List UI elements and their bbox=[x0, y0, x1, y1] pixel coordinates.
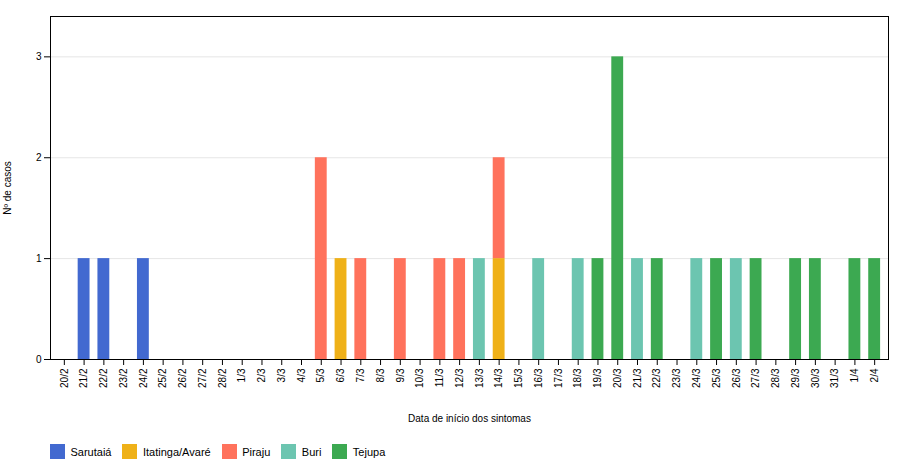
html-text:Sarutaiá: Sarutaiá bbox=[70, 445, 112, 458]
svg-text:19/3: 19/3 bbox=[592, 368, 603, 388]
svg-text:Nº de casos: Nº de casos bbox=[2, 161, 13, 215]
svg-text:5/3: 5/3 bbox=[315, 368, 326, 382]
svg-text:14/3: 14/3 bbox=[493, 368, 504, 388]
svg-text:27/3: 27/3 bbox=[750, 368, 761, 388]
svg-text:25/2: 25/2 bbox=[157, 368, 168, 388]
svg-text:27/2: 27/2 bbox=[197, 368, 208, 388]
html-text:Piraju: Piraju bbox=[242, 445, 271, 458]
svg-text:2/4: 2/4 bbox=[869, 368, 880, 382]
svg-text:9/3: 9/3 bbox=[395, 368, 406, 382]
svg-text:25/3: 25/3 bbox=[711, 368, 722, 388]
svg-text:4/3: 4/3 bbox=[296, 368, 307, 382]
svg-text:23/3: 23/3 bbox=[671, 368, 682, 388]
svg-text:3: 3 bbox=[36, 51, 42, 62]
svg-text:24/3: 24/3 bbox=[691, 368, 702, 388]
svg-text:15/3: 15/3 bbox=[513, 368, 524, 388]
svg-text:21/3: 21/3 bbox=[632, 368, 643, 388]
svg-text:1/3: 1/3 bbox=[236, 368, 247, 382]
svg-text:18/3: 18/3 bbox=[572, 368, 583, 388]
svg-text:22/2: 22/2 bbox=[98, 368, 109, 388]
svg-text:17/3: 17/3 bbox=[553, 368, 564, 388]
svg-text:20/2: 20/2 bbox=[59, 368, 70, 388]
svg-text:12/3: 12/3 bbox=[454, 368, 465, 388]
svg-text:20/3: 20/3 bbox=[612, 368, 623, 388]
svg-text:13/3: 13/3 bbox=[474, 368, 485, 388]
svg-text:28/3: 28/3 bbox=[770, 368, 781, 388]
svg-text:16/3: 16/3 bbox=[533, 368, 544, 388]
svg-text:23/2: 23/2 bbox=[118, 368, 129, 388]
svg-text:8/3: 8/3 bbox=[375, 368, 386, 382]
svg-text:1: 1 bbox=[36, 253, 42, 264]
svg-text:6/3: 6/3 bbox=[335, 368, 346, 382]
svg-text:2: 2 bbox=[36, 152, 42, 163]
svg-text:24/2: 24/2 bbox=[138, 368, 149, 388]
svg-text:22/3: 22/3 bbox=[651, 368, 662, 388]
svg-text:3/3: 3/3 bbox=[276, 368, 287, 382]
html-text:Buri: Buri bbox=[301, 445, 322, 458]
svg-text:26/2: 26/2 bbox=[177, 368, 188, 388]
svg-text:21/2: 21/2 bbox=[78, 368, 89, 388]
svg-text:28/2: 28/2 bbox=[217, 368, 228, 388]
svg-text:29/3: 29/3 bbox=[790, 368, 801, 388]
html-text:Itatinga/Avaré: Itatinga/Avaré bbox=[143, 445, 211, 458]
svg-text:31/3: 31/3 bbox=[829, 368, 840, 388]
svg-text:26/3: 26/3 bbox=[731, 368, 742, 388]
html-text:Tejupa: Tejupa bbox=[352, 445, 386, 458]
svg-text:11/3: 11/3 bbox=[434, 368, 445, 387]
svg-text:0: 0 bbox=[36, 354, 42, 365]
svg-text:30/3: 30/3 bbox=[810, 368, 821, 388]
svg-text:1/4: 1/4 bbox=[849, 368, 860, 382]
svg-text:2/3: 2/3 bbox=[256, 368, 267, 382]
svg-text:Data de início dos sintomas: Data de início dos sintomas bbox=[408, 413, 531, 424]
svg-text:7/3: 7/3 bbox=[355, 368, 366, 382]
svg-text:10/3: 10/3 bbox=[414, 368, 425, 388]
